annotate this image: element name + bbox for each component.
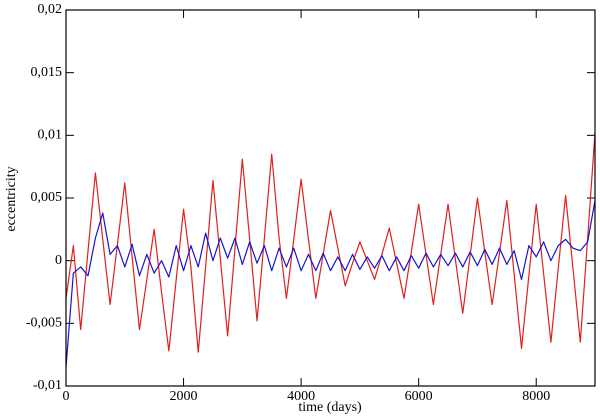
y-tick-label: 0,005 — [31, 190, 63, 205]
y-tick-label: 0 — [55, 253, 62, 268]
y-tick-label: 0,01 — [38, 128, 63, 143]
x-axis-label: time (days) — [298, 400, 362, 415]
series-line — [65, 200, 596, 368]
x-tick-label: 6000 — [405, 389, 433, 404]
y-tick-label: -0,01 — [33, 378, 62, 393]
series-line — [65, 132, 596, 353]
x-tick-label: 4000 — [287, 389, 315, 404]
x-tick-label: 0 — [63, 389, 70, 404]
plot-frame — [65, 9, 596, 387]
y-tick-label: 0,015 — [31, 65, 63, 80]
y-axis-label: eccentricity — [4, 166, 19, 231]
y-tick-label: 0,02 — [38, 2, 63, 17]
x-tick-label: 8000 — [522, 389, 550, 404]
y-tick-label: -0,005 — [26, 316, 62, 331]
x-tick-label: 2000 — [170, 389, 198, 404]
